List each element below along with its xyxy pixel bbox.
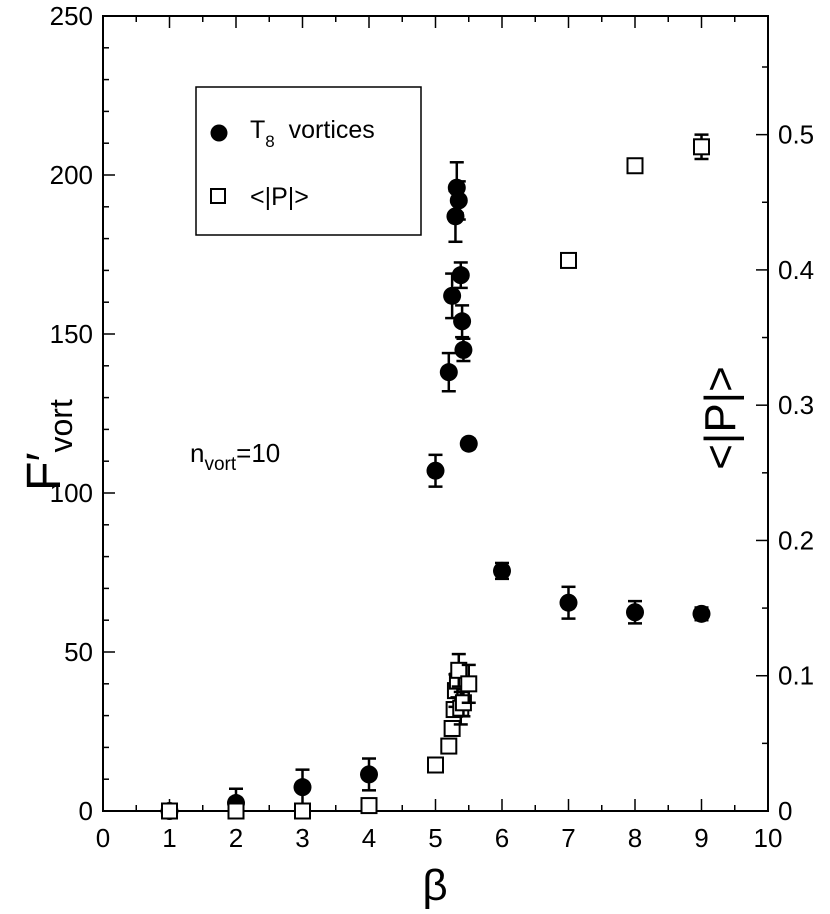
- y-left-tick-label: 100: [50, 478, 93, 508]
- data-point-square: [626, 157, 644, 175]
- data-point-square: [693, 138, 710, 156]
- data-point-circle: [446, 207, 465, 226]
- data-point-square: [450, 661, 468, 679]
- x-tick-label: 10: [754, 823, 783, 853]
- tick-labels: 0 1 2 3 4 5 6 7 8 9 1005010015020025000.10.20.30.4…: [50, 1, 815, 853]
- x-tick-label: 2: [229, 823, 243, 853]
- x-tick-label: 1: [162, 823, 176, 853]
- legend-marker-polyakov-loop: [210, 188, 226, 204]
- series-polyakov-loop: [161, 133, 710, 820]
- data-point-square: [294, 802, 311, 820]
- data-point-square: [161, 802, 178, 820]
- series-t8-vortices: [160, 161, 711, 820]
- data-point-circle: [451, 266, 470, 285]
- x-tick-label: 6: [495, 823, 509, 853]
- y-right-tick-label: 0.3: [778, 390, 814, 420]
- data-point-circle: [459, 434, 478, 453]
- data-point-square: [360, 797, 378, 815]
- legend: T8 vortices <|P|>: [195, 86, 422, 236]
- data-point-square: [440, 737, 458, 755]
- data-point-circle: [493, 561, 511, 580]
- y-left-tick-label: 0: [79, 796, 93, 826]
- x-tick-label: 0: [96, 823, 110, 853]
- x-axis-title: β: [422, 861, 447, 910]
- x-tick-label: 8: [628, 823, 642, 853]
- y-right-tick-label: 0: [778, 796, 792, 826]
- data-point-circle: [454, 340, 473, 359]
- y-right-tick-label: 0.2: [778, 525, 814, 555]
- data-point-circle: [453, 312, 472, 331]
- y-left-tick-label: 200: [50, 160, 93, 190]
- x-tick-label: 3: [295, 823, 309, 853]
- y-left-tick-label: 150: [50, 319, 93, 349]
- data-point-circle: [559, 593, 578, 612]
- data-point-circle: [692, 604, 711, 623]
- x-tick-label: 5: [428, 823, 442, 853]
- data-point-square: [227, 802, 245, 820]
- y-right-tick-label: 0.1: [778, 661, 814, 691]
- y-right-tick-label: 0.5: [778, 120, 814, 150]
- y-left-tick-label: 50: [64, 637, 93, 667]
- y-left-tick-label: 250: [50, 1, 93, 31]
- y-left-axis-title: F′vort: [18, 399, 79, 491]
- data-point-circle: [626, 603, 644, 622]
- x-tick-label: 4: [362, 823, 376, 853]
- data-point-circle: [443, 286, 462, 305]
- annotation-nvort: nvort=10: [190, 438, 280, 475]
- data-point-square: [460, 675, 478, 693]
- y-right-tick-label: 0.4: [778, 255, 814, 285]
- legend-label-polyakov-loop: <|P|>: [250, 183, 309, 211]
- data-point-square: [560, 251, 577, 269]
- data-point-circle: [439, 363, 458, 382]
- legend-label-t8-vortices: T8 vortices: [250, 116, 375, 151]
- series-layer: [160, 133, 711, 820]
- data-point-circle: [449, 191, 468, 210]
- data-point-circle: [426, 461, 445, 480]
- x-tick-label: 7: [561, 823, 575, 853]
- data-point-circle: [293, 778, 312, 797]
- legend-box: [195, 86, 422, 236]
- data-point-square: [427, 756, 444, 774]
- data-point-circle: [360, 765, 378, 784]
- y-right-axis-title: <|P|>: [696, 366, 745, 470]
- legend-marker-t8-vortices: [210, 124, 228, 142]
- x-tick-label: 9: [694, 823, 708, 853]
